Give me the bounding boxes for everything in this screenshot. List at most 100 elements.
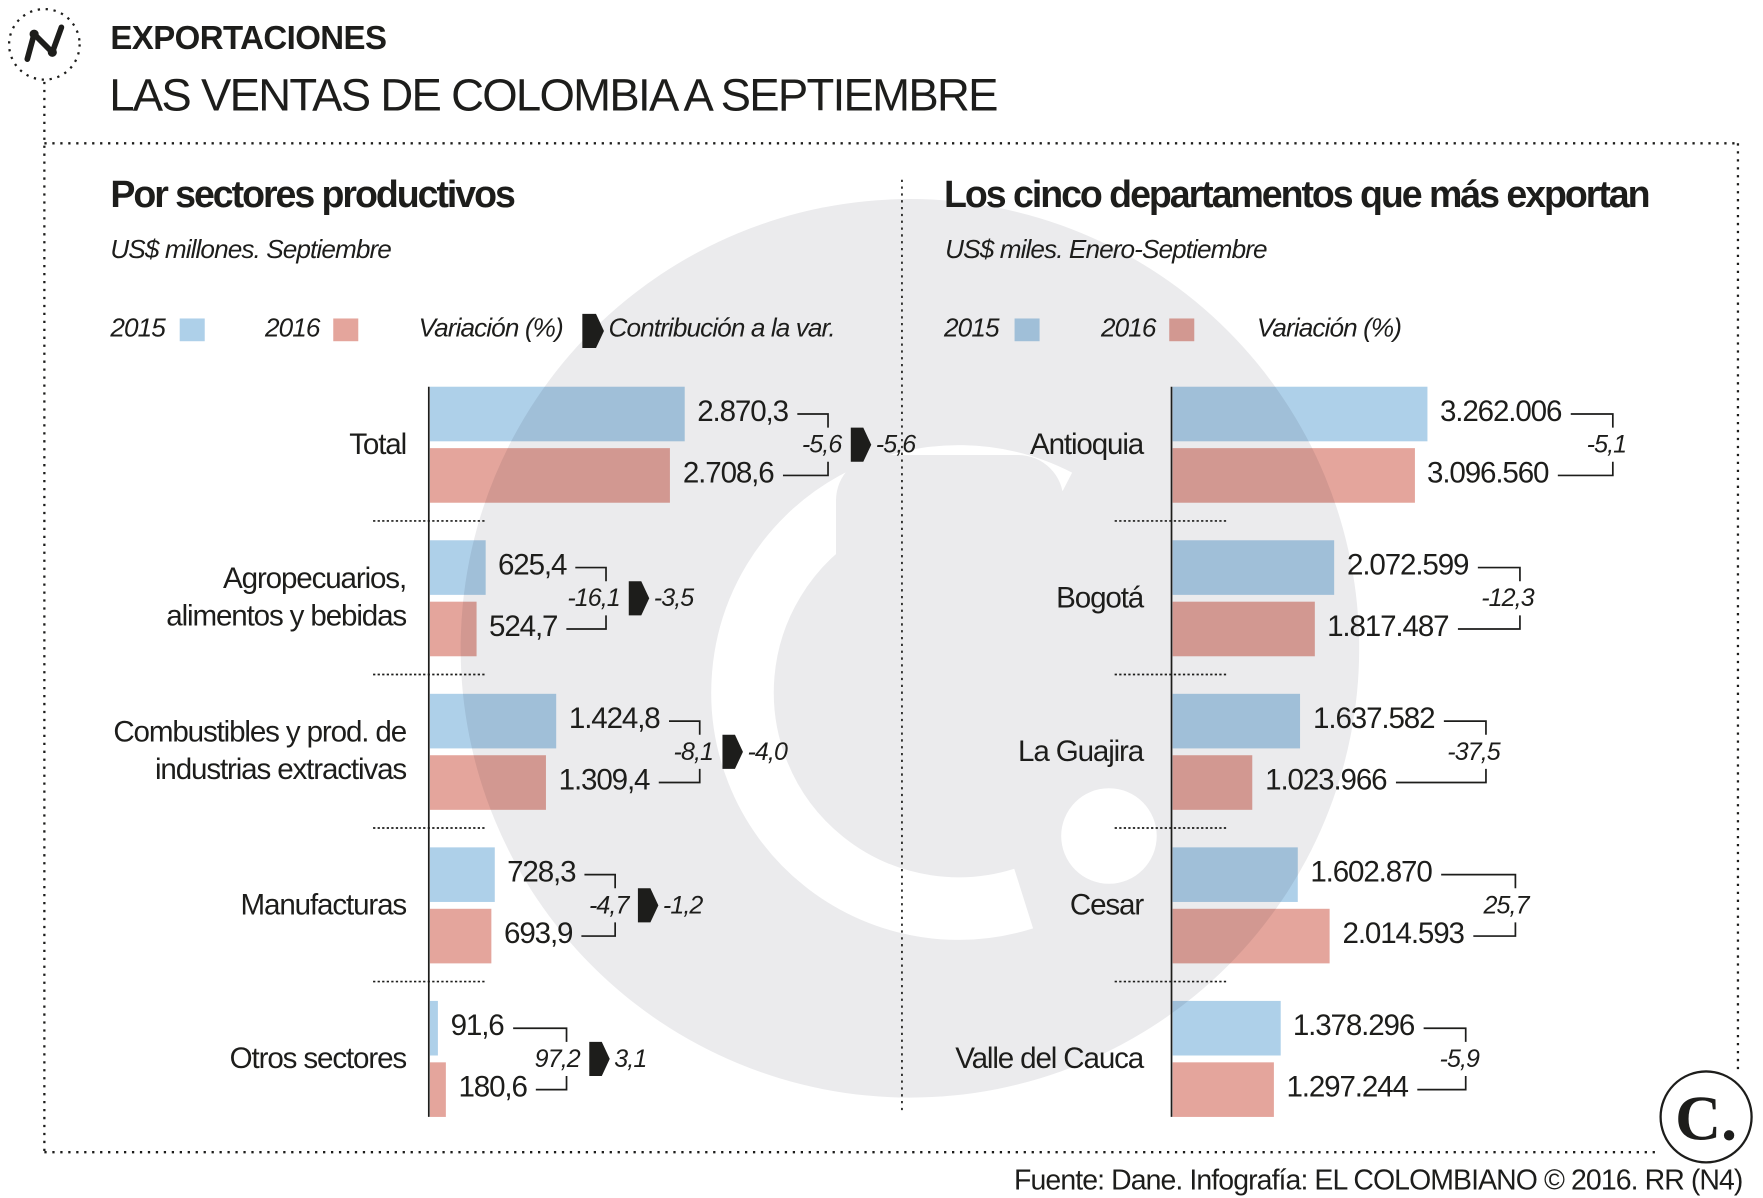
bar-2015 <box>429 386 685 442</box>
value-label-2015: 2.072.599 <box>1347 547 1469 582</box>
contribution-label: -4,0 <box>747 737 787 766</box>
legend-variation-right: Variación (%) <box>1256 312 1402 343</box>
variation-label: -16,1 <box>567 583 620 612</box>
variation-label: 25,7 <box>1483 890 1530 920</box>
bracket-line <box>581 922 617 937</box>
contribution-label: -5,6 <box>875 429 916 459</box>
bracket-line <box>1473 922 1517 937</box>
bar-2015 <box>1172 1000 1281 1056</box>
watermark-logo <box>460 199 1360 1098</box>
value-label-2016: 1.817.487 <box>1327 608 1449 643</box>
legend-swatch-2016-right <box>1169 318 1195 342</box>
source-credit: Fuente: Dane. Infografía: EL COLOMBIANO … <box>1014 1164 1743 1197</box>
bar-2016 <box>1172 1062 1274 1117</box>
right-chart-title: Los cinco departamentos que más exportan <box>944 172 1650 215</box>
bracket-line <box>1457 615 1521 630</box>
bar-2015 <box>429 847 495 902</box>
legend-contribution: Contribución a la var. <box>608 312 836 343</box>
bar-2015 <box>1172 540 1335 595</box>
category-label: Cesar <box>1069 886 1144 921</box>
right-chart-subtitle: US$ miles. Enero-Septiembre <box>945 234 1267 264</box>
value-label-2016: 1.297.244 <box>1286 1069 1408 1104</box>
bracket-line <box>797 413 829 428</box>
bar-2015 <box>1172 386 1428 442</box>
variation-label: -37,5 <box>1447 737 1500 766</box>
bar-2015 <box>429 693 557 749</box>
variation-label: -5,1 <box>1586 429 1627 459</box>
bracket-line <box>669 720 701 735</box>
bracket-line <box>1477 566 1521 582</box>
contribution-label: -3,5 <box>653 583 694 612</box>
bar-2016 <box>1172 755 1253 810</box>
category-label: Bogotá <box>1056 579 1144 614</box>
bar-2016 <box>429 448 671 503</box>
category-label: Valle del Cauca <box>955 1040 1144 1075</box>
value-label-2015: 91,6 <box>450 1007 505 1042</box>
category-label: Otros sectores <box>229 1040 408 1075</box>
value-label-2015: 2.870,3 <box>697 393 789 428</box>
value-label-2015: 1.378.296 <box>1292 1007 1415 1042</box>
bracket-line <box>1423 1027 1467 1042</box>
bar-2015 <box>1172 693 1301 749</box>
page-title: LAS VENTAS DE COLOMBIA A SEPTIEMBRE <box>109 70 998 121</box>
variation-label: -5,9 <box>1439 1044 1480 1073</box>
legend-variation: Variación (%) <box>418 312 564 343</box>
category-label: Manufacturas <box>240 886 408 921</box>
value-label-2015: 3.262.006 <box>1439 393 1562 428</box>
right-arrow-icon <box>850 427 872 462</box>
legend-2016: 2016 <box>265 312 320 343</box>
bracket-line <box>1557 461 1614 477</box>
value-label-2015: 1.424,8 <box>568 700 661 735</box>
kicker: EXPORTACIONES <box>110 20 387 57</box>
left-chart-subtitle: US$ millones. Septiembre <box>110 234 392 264</box>
bar-2015 <box>1172 847 1298 902</box>
legend-2015-right: 2015 <box>944 312 999 343</box>
variation-label: -8,1 <box>673 737 714 766</box>
category-label: Combustibles y prod. de industrias extrac… <box>113 714 407 786</box>
value-label-2015: 1.637.582 <box>1313 700 1435 735</box>
value-label-2016: 3.096.560 <box>1427 454 1549 490</box>
variation-label: -12,3 <box>1481 583 1534 612</box>
right-arrow-icon <box>589 1041 610 1076</box>
right-arrow-icon <box>722 734 743 769</box>
legend-swatch-2016 <box>333 318 359 342</box>
bracket-line <box>782 461 829 477</box>
bar-2016 <box>429 601 477 657</box>
trend-line-icon <box>7 7 81 81</box>
bracket-line <box>535 1075 568 1091</box>
value-label-2015: 1.602.870 <box>1310 854 1432 889</box>
legend-2016-right: 2016 <box>1101 312 1156 343</box>
value-label-2016: 693,9 <box>504 915 573 950</box>
bracket-line <box>1441 873 1517 889</box>
category-label: Agropecuarios, alimentos y bebidas <box>166 560 407 633</box>
category-label: Antioquia <box>1030 425 1144 461</box>
value-label-2016: 1.309,4 <box>558 762 651 797</box>
category-label: Total <box>349 425 407 461</box>
bracket-line <box>584 873 617 889</box>
bar-2015 <box>429 540 486 595</box>
bracket-line <box>575 566 607 582</box>
right-arrow-icon <box>582 313 604 349</box>
bar-2016 <box>1172 448 1415 503</box>
bar-2016 <box>1172 908 1330 964</box>
value-label-2016: 524,7 <box>489 608 558 643</box>
variation-label: -4,7 <box>588 890 629 920</box>
bar-2016 <box>429 755 547 810</box>
bar-2015 <box>429 1000 439 1056</box>
bracket-line <box>1417 1075 1467 1091</box>
value-label-2016: 180,6 <box>458 1069 527 1104</box>
bracket-line <box>1395 768 1487 784</box>
bar-2016 <box>429 908 492 964</box>
legend-2015: 2015 <box>110 312 165 343</box>
el-colombiano-c-logo: C. <box>1659 1070 1753 1164</box>
chart-marks <box>373 386 1614 1117</box>
value-label-2016: 1.023.966 <box>1265 762 1387 797</box>
value-label-2016: 2.014.593 <box>1342 915 1465 950</box>
bar-2016 <box>1172 601 1315 657</box>
category-label: La Guajira <box>1018 733 1144 768</box>
legend-swatch-2015 <box>179 318 205 342</box>
contribution-label: -1,2 <box>662 890 703 920</box>
bar-2016 <box>429 1062 446 1117</box>
